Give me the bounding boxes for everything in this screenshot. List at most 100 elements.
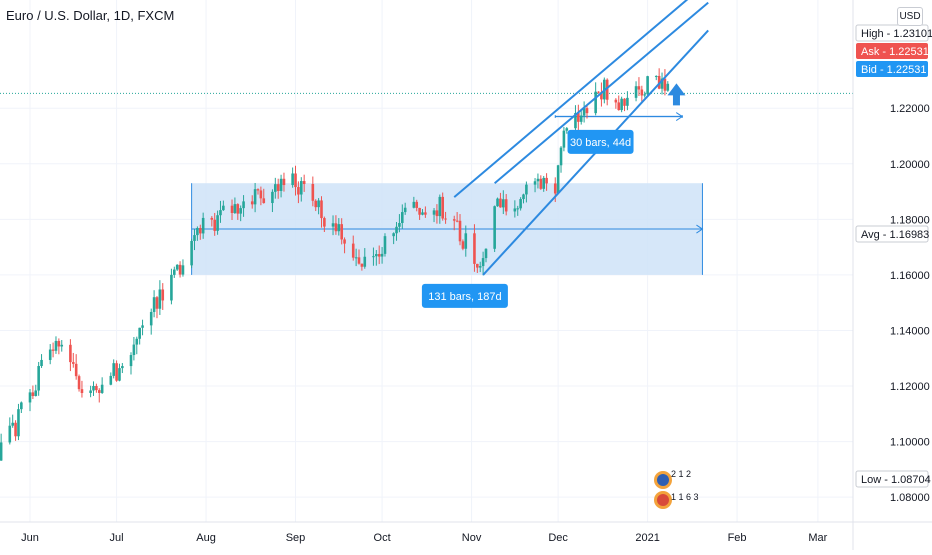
candle-up [654, 75, 658, 77]
candle-down [80, 389, 84, 394]
candle-up [594, 91, 597, 114]
candle-up [149, 311, 153, 326]
candle-up [48, 349, 52, 360]
candle-up [170, 274, 173, 301]
candle-up [158, 289, 162, 309]
price-axis[interactable]: 1.22000 1.20000 1.18000 1.16000 1.14000 1.120… [852, 0, 930, 550]
candle-up [375, 254, 378, 257]
candle-up [242, 201, 245, 209]
candle-up [478, 266, 482, 268]
candle-down [14, 422, 17, 437]
candle-up [89, 390, 92, 394]
candle-down [69, 344, 72, 363]
candle-down [377, 254, 381, 257]
candle-up [219, 210, 222, 216]
candle-up [372, 256, 375, 258]
candle-up [438, 196, 442, 217]
price-tick-label: 1.10000 [890, 437, 930, 449]
candle-up [138, 327, 141, 339]
ask-label: Ask - 1.22531 [856, 43, 929, 59]
candle-down [637, 86, 641, 90]
range-boxes[interactable] [191, 112, 704, 275]
candle-down [452, 219, 456, 221]
range-long-label[interactable]: 131 bars, 187d [421, 283, 508, 308]
candle-down [77, 376, 81, 390]
range-short-label-bg [567, 129, 634, 154]
price-labels: High - 1.23101 Ask - 1.22531 Bid - 1.225… [855, 24, 932, 488]
events-count-2: 1 1 6 3 [671, 492, 699, 502]
candle-down [95, 386, 98, 391]
us-flag-center [657, 494, 669, 506]
candle-up [464, 233, 468, 249]
candle-down [343, 239, 346, 244]
candle-up [121, 366, 124, 369]
candle-up [432, 210, 436, 215]
candle-down [415, 201, 419, 208]
candle-up [274, 184, 277, 192]
candle-up [395, 226, 398, 234]
candle-up [513, 208, 517, 212]
candle-up [354, 257, 358, 259]
high-label: High - 1.23101 [855, 24, 932, 42]
candle-down [51, 349, 55, 351]
candle-up [132, 344, 136, 356]
candle-up [60, 344, 64, 347]
candle-down [351, 243, 355, 258]
candle-up [279, 178, 283, 191]
bid-label-text: Bid - 1.22531 [861, 64, 926, 76]
candle-down [213, 219, 217, 231]
events-count-1: 2 1 2 [671, 469, 691, 479]
candle-down [553, 183, 557, 194]
candle-up [271, 191, 274, 204]
candle-up [559, 147, 563, 166]
currency-button[interactable]: USD [897, 7, 923, 26]
candle-up [519, 199, 522, 209]
low-label-text: Low - 1.08704 [861, 474, 931, 486]
time-tick-label: Mar [808, 532, 827, 544]
candle-up [40, 359, 43, 367]
candle-up [574, 113, 577, 129]
avg-label-text: Avg - 1.16983 [861, 229, 929, 241]
candle-up [141, 325, 144, 328]
candle-down [236, 204, 240, 214]
candle-up [0, 442, 3, 461]
candle-down [210, 217, 214, 220]
candle-up [196, 228, 199, 236]
candle-up [516, 208, 520, 210]
candle-down [314, 200, 318, 208]
time-tick-label: Feb [728, 532, 747, 544]
candle-up [222, 205, 225, 211]
candle-down [577, 113, 580, 122]
low-label-bg [855, 470, 929, 488]
candle-up [28, 392, 32, 403]
candle-down [357, 257, 361, 264]
candle-up [112, 363, 115, 376]
candle-up [193, 235, 196, 241]
candle-up [317, 200, 320, 208]
price-tick-label: 1.08000 [890, 492, 930, 504]
range-short-label[interactable]: 30 bars, 44d [567, 129, 634, 154]
candle-up [54, 340, 58, 351]
candle-down [323, 218, 326, 227]
candle-up [398, 223, 401, 227]
candle-up [403, 207, 407, 213]
candle-down [282, 178, 286, 186]
candle-up [383, 236, 387, 254]
candle-up [421, 212, 424, 215]
candle-down [259, 190, 263, 199]
candle-up [181, 265, 185, 275]
economic-events-badge[interactable]: 2 1 2 1 1 6 3 [654, 469, 699, 509]
candle-up [100, 384, 104, 393]
bid-label-bg [856, 61, 928, 77]
candle-up [522, 194, 525, 200]
candle-down [155, 297, 159, 309]
candle-down [97, 390, 101, 393]
candle-up [34, 390, 38, 397]
candle-up [626, 97, 629, 106]
time-axis[interactable]: Jun Jul Aug Sep Oct Nov Dec 2021 Feb Mar [0, 521, 932, 544]
candle-up [380, 253, 384, 257]
candle-up [620, 98, 623, 111]
candle-up [542, 177, 546, 189]
